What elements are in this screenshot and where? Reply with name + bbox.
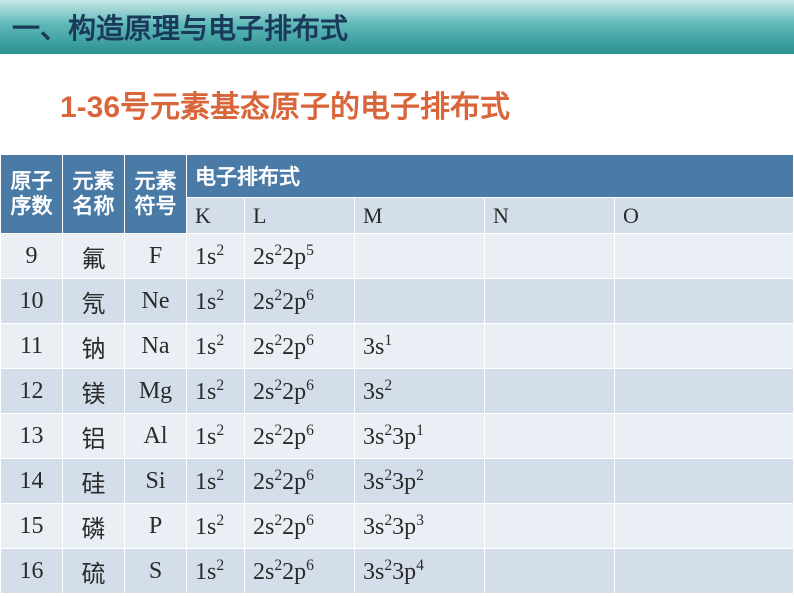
cell-K: 1s2 — [187, 504, 245, 549]
cell-O — [615, 414, 794, 459]
cell-L: 2s22p6 — [245, 279, 355, 324]
cell-N — [485, 414, 615, 459]
cell-O — [615, 369, 794, 414]
cell-L: 2s22p6 — [245, 504, 355, 549]
col-header-config: 电子排布式 — [187, 155, 794, 198]
cell-O — [615, 234, 794, 279]
cell-element-name: 钠 — [63, 324, 125, 369]
cell-M: 3s2 — [355, 369, 485, 414]
cell-K: 1s2 — [187, 549, 245, 594]
header-row-1: 原子序数 元素名称 元素符号 电子排布式 — [1, 155, 794, 198]
table-row: 16硫S1s22s22p63s23p4 — [1, 549, 794, 594]
cell-element-symbol: Na — [125, 324, 187, 369]
cell-atomic-number: 16 — [1, 549, 63, 594]
electron-config-table: 原子序数 元素名称 元素符号 电子排布式 K L M N O 9氟F1s22s2… — [0, 154, 794, 594]
cell-N — [485, 549, 615, 594]
cell-N — [485, 234, 615, 279]
cell-M: 3s23p2 — [355, 459, 485, 504]
cell-M: 3s23p4 — [355, 549, 485, 594]
cell-atomic-number: 15 — [1, 504, 63, 549]
shell-K: K — [187, 198, 245, 234]
cell-element-name: 硫 — [63, 549, 125, 594]
table-row: 15磷P1s22s22p63s23p3 — [1, 504, 794, 549]
shell-O: O — [615, 198, 794, 234]
cell-L: 2s22p6 — [245, 324, 355, 369]
cell-K: 1s2 — [187, 324, 245, 369]
cell-element-name: 硅 — [63, 459, 125, 504]
cell-N — [485, 504, 615, 549]
cell-K: 1s2 — [187, 414, 245, 459]
cell-M: 3s23p1 — [355, 414, 485, 459]
shell-M: M — [355, 198, 485, 234]
table-row: 13铝Al1s22s22p63s23p1 — [1, 414, 794, 459]
cell-element-symbol: P — [125, 504, 187, 549]
cell-O — [615, 549, 794, 594]
table-row: 10氖Ne1s22s22p6 — [1, 279, 794, 324]
table-row: 11钠Na1s22s22p63s1 — [1, 324, 794, 369]
cell-element-name: 磷 — [63, 504, 125, 549]
cell-atomic-number: 13 — [1, 414, 63, 459]
table-row: 12镁Mg1s22s22p63s2 — [1, 369, 794, 414]
cell-L: 2s22p6 — [245, 549, 355, 594]
cell-element-symbol: Si — [125, 459, 187, 504]
cell-element-symbol: S — [125, 549, 187, 594]
cell-element-symbol: Al — [125, 414, 187, 459]
cell-M — [355, 234, 485, 279]
cell-N — [485, 279, 615, 324]
shell-L: L — [245, 198, 355, 234]
table-row: 9氟F1s22s22p5 — [1, 234, 794, 279]
cell-element-name: 氖 — [63, 279, 125, 324]
cell-N — [485, 459, 615, 504]
cell-O — [615, 504, 794, 549]
cell-element-symbol: Ne — [125, 279, 187, 324]
col-header-atomic-number: 原子序数 — [1, 155, 63, 234]
top-gradient-bar: 一、构造原理与电子排布式 — [0, 0, 794, 54]
cell-O — [615, 459, 794, 504]
col-header-element-name: 元素名称 — [63, 155, 125, 234]
cell-K: 1s2 — [187, 234, 245, 279]
cell-K: 1s2 — [187, 459, 245, 504]
cell-N — [485, 369, 615, 414]
cell-O — [615, 324, 794, 369]
cell-atomic-number: 11 — [1, 324, 63, 369]
cell-M: 3s23p3 — [355, 504, 485, 549]
cell-atomic-number: 10 — [1, 279, 63, 324]
cell-L: 2s22p5 — [245, 234, 355, 279]
col-header-element-symbol: 元素符号 — [125, 155, 187, 234]
cell-N — [485, 324, 615, 369]
cell-element-symbol: Mg — [125, 369, 187, 414]
cell-atomic-number: 14 — [1, 459, 63, 504]
section-title: 一、构造原理与电子排布式 — [12, 7, 348, 47]
cell-atomic-number: 12 — [1, 369, 63, 414]
subtitle: 1-36号元素基态原子的电子排布式 — [60, 82, 794, 126]
cell-L: 2s22p6 — [245, 369, 355, 414]
cell-M: 3s1 — [355, 324, 485, 369]
cell-K: 1s2 — [187, 369, 245, 414]
cell-O — [615, 279, 794, 324]
cell-element-name: 氟 — [63, 234, 125, 279]
shell-N: N — [485, 198, 615, 234]
cell-K: 1s2 — [187, 279, 245, 324]
cell-M — [355, 279, 485, 324]
table-row: 14硅Si1s22s22p63s23p2 — [1, 459, 794, 504]
cell-atomic-number: 9 — [1, 234, 63, 279]
cell-L: 2s22p6 — [245, 459, 355, 504]
cell-L: 2s22p6 — [245, 414, 355, 459]
cell-element-symbol: F — [125, 234, 187, 279]
cell-element-name: 镁 — [63, 369, 125, 414]
cell-element-name: 铝 — [63, 414, 125, 459]
